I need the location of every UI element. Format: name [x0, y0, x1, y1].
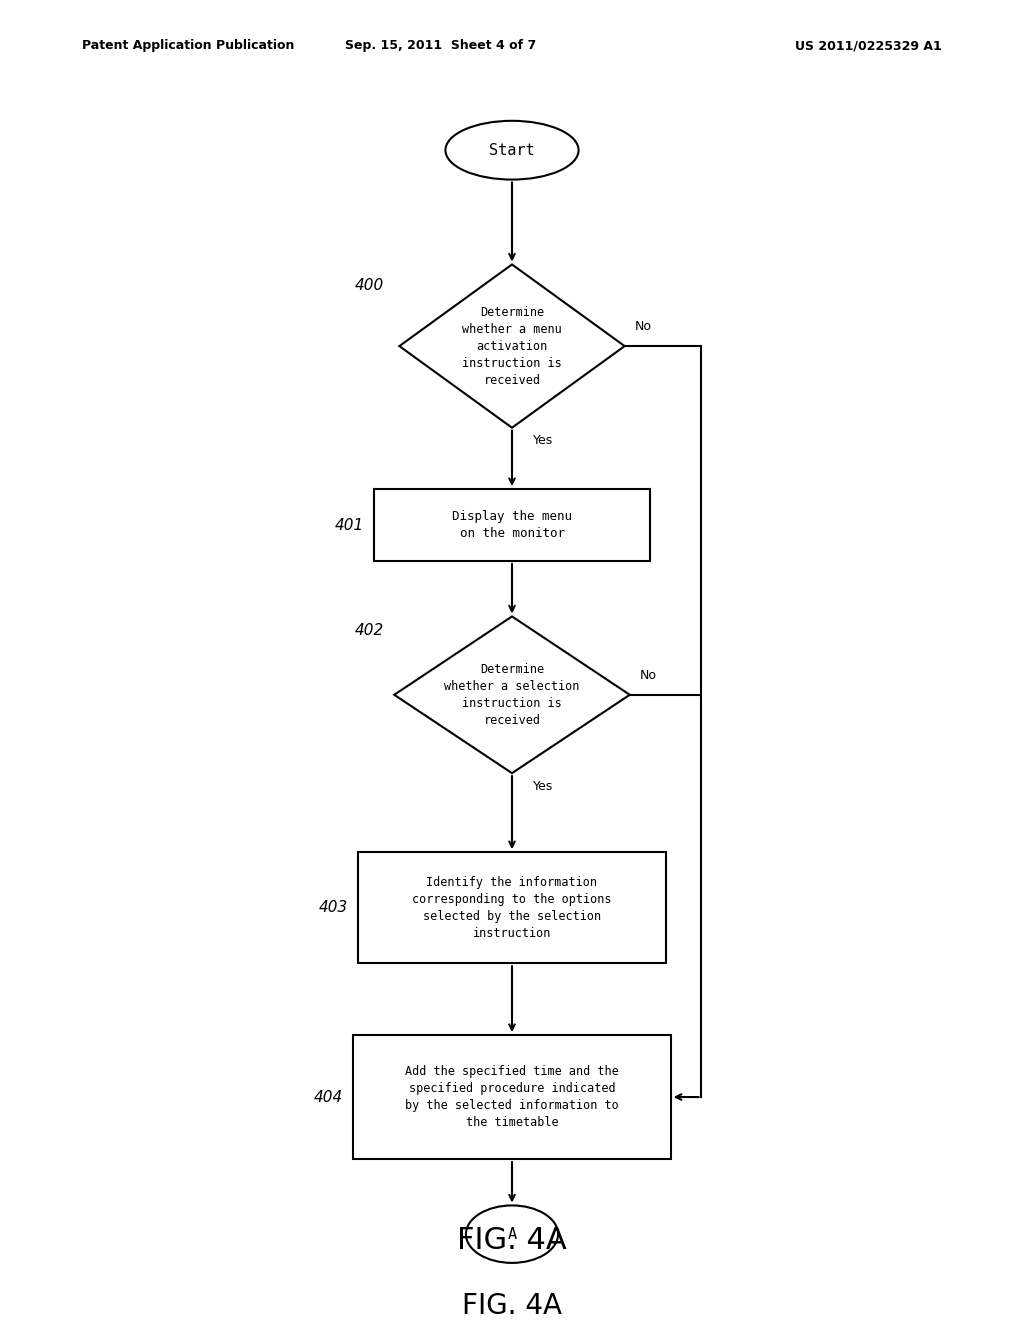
- Text: FIG. 4A: FIG. 4A: [457, 1226, 567, 1255]
- Text: US 2011/0225329 A1: US 2011/0225329 A1: [796, 40, 942, 53]
- Text: No: No: [640, 669, 657, 681]
- Text: 400: 400: [354, 277, 384, 293]
- Text: Sep. 15, 2011  Sheet 4 of 7: Sep. 15, 2011 Sheet 4 of 7: [345, 40, 536, 53]
- Text: No: No: [635, 319, 652, 333]
- Text: Determine
whether a menu
activation
instruction is
received: Determine whether a menu activation inst…: [462, 306, 562, 387]
- Text: Yes: Yes: [532, 434, 553, 447]
- Text: 402: 402: [354, 623, 384, 638]
- Text: 401: 401: [334, 517, 364, 532]
- Text: Yes: Yes: [532, 780, 553, 793]
- Text: Add the specified time and the
specified procedure indicated
by the selected inf: Add the specified time and the specified…: [406, 1065, 618, 1129]
- Text: Patent Application Publication: Patent Application Publication: [82, 40, 294, 53]
- Text: A: A: [508, 1226, 516, 1242]
- Text: Identify the information
corresponding to the options
selected by the selection
: Identify the information corresponding t…: [413, 875, 611, 940]
- Text: 403: 403: [318, 900, 348, 915]
- Text: FIG. 4A: FIG. 4A: [462, 1292, 562, 1320]
- Text: Display the menu
on the monitor: Display the menu on the monitor: [452, 510, 572, 540]
- Text: Determine
whether a selection
instruction is
received: Determine whether a selection instructio…: [444, 663, 580, 727]
- Text: Start: Start: [489, 143, 535, 157]
- Text: 404: 404: [313, 1089, 343, 1105]
